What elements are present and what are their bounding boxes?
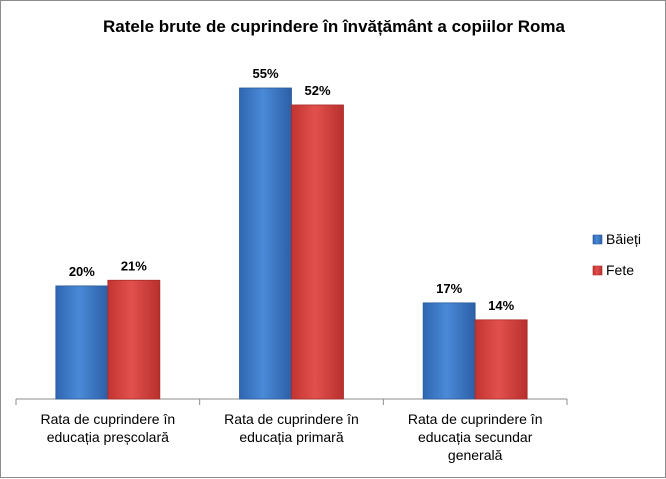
legend-label-baieti: Băieți bbox=[606, 231, 641, 247]
category-label: Rata de cuprindere în educația preșcolară bbox=[41, 411, 176, 445]
chart-title: Ratele brute de cuprindere în învățământ… bbox=[103, 17, 565, 36]
legend-swatch-fete bbox=[592, 265, 603, 276]
data-label: 52% bbox=[304, 83, 330, 98]
bar-fete-2 bbox=[474, 319, 528, 400]
category-label: Rata de cuprindere în educația primară bbox=[224, 411, 359, 445]
data-label: 55% bbox=[252, 66, 278, 81]
bar-fete-0 bbox=[107, 279, 161, 400]
data-label: 21% bbox=[121, 258, 147, 273]
data-label: 14% bbox=[488, 298, 514, 313]
bar-fete-1 bbox=[291, 104, 344, 400]
legend-label-fete: Fete bbox=[606, 262, 634, 278]
data-label: 17% bbox=[436, 281, 462, 296]
bar-baieti-0 bbox=[55, 285, 109, 400]
category-label: Rata de cuprindere în educația secundar ge… bbox=[408, 411, 543, 463]
legend-swatch-baieti bbox=[592, 234, 603, 245]
bar-baieti-1 bbox=[239, 87, 292, 400]
legend: Băieți Fete bbox=[592, 231, 641, 278]
data-label: 20% bbox=[69, 264, 95, 279]
plot-area: 20% 21% Rata de cuprindere în educația preș… bbox=[15, 66, 568, 463]
bar-baieti-2 bbox=[422, 302, 476, 400]
